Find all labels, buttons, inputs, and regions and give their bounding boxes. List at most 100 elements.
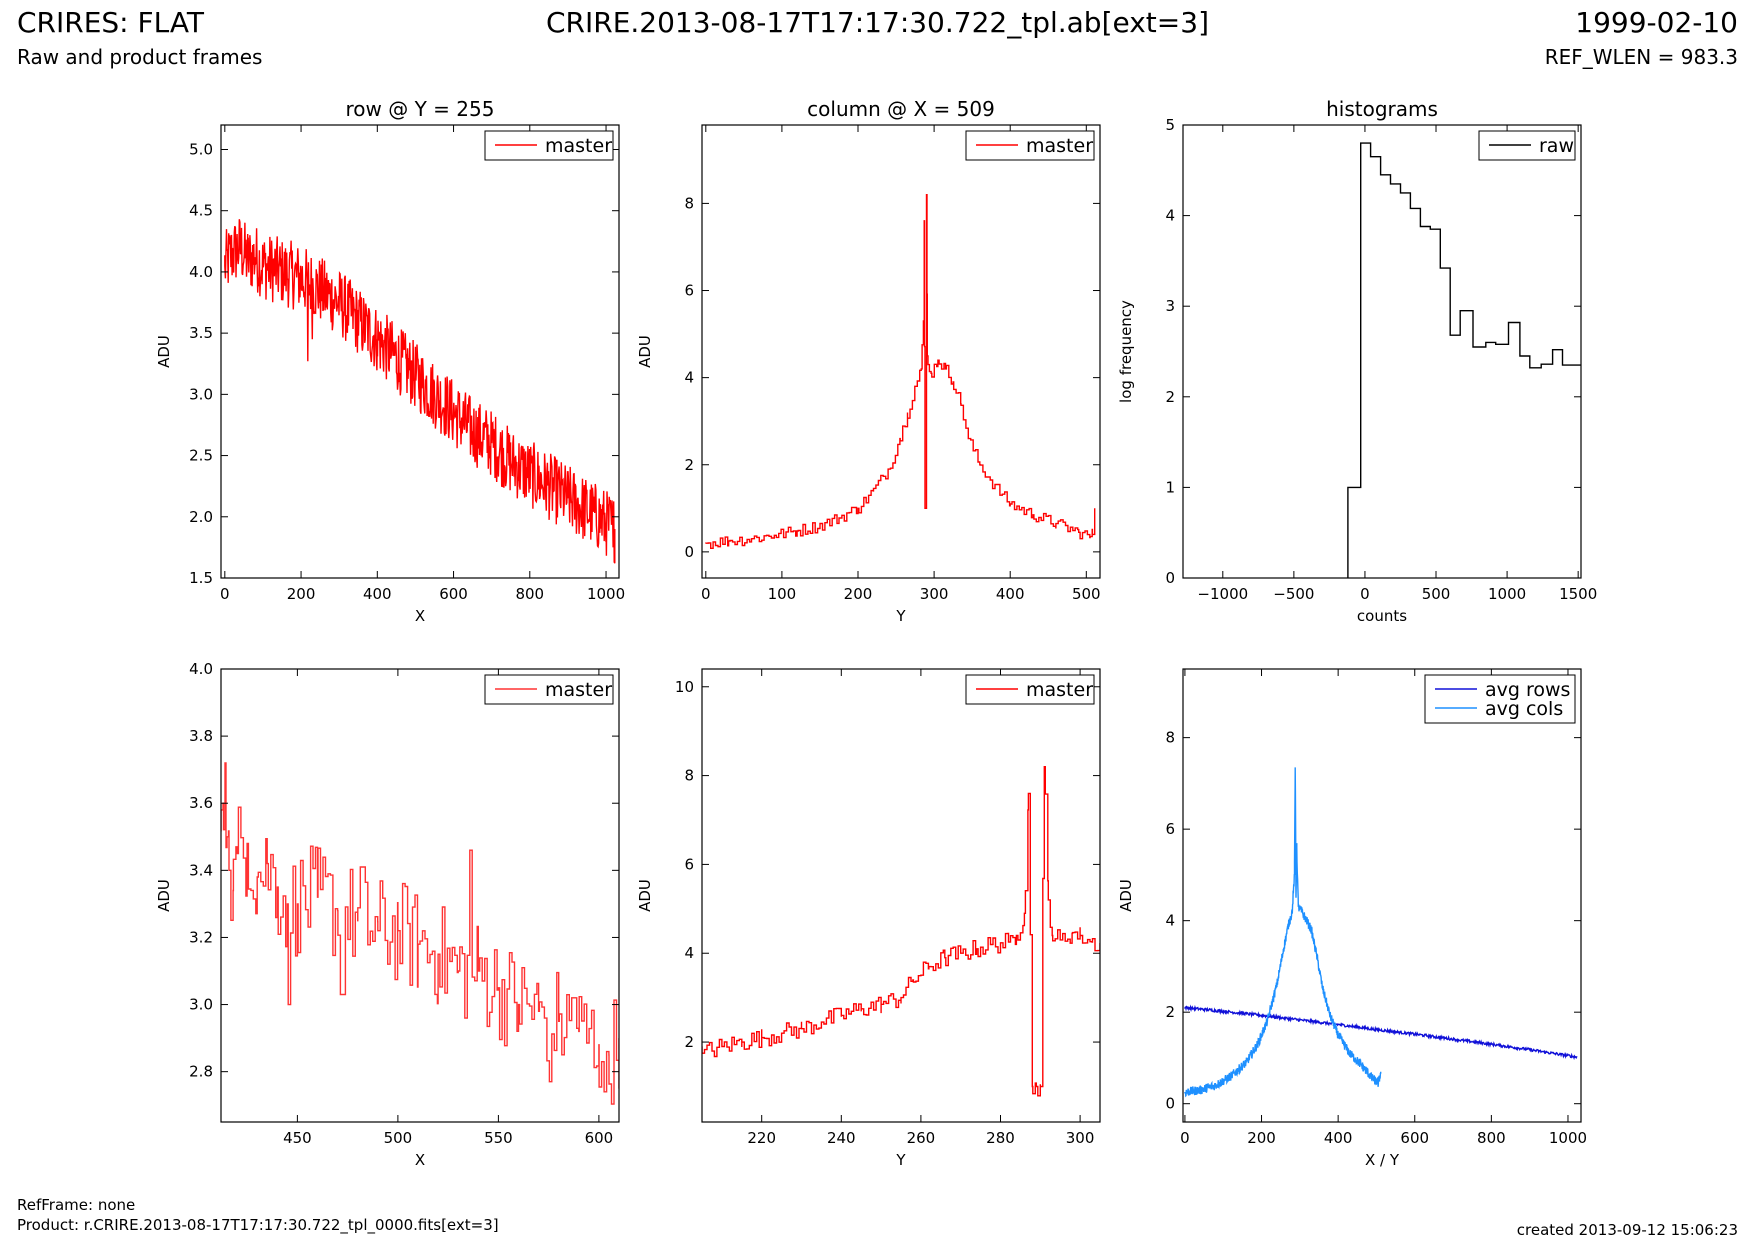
y-tick-label: 5.0 xyxy=(189,140,213,158)
y-tick-label: 1 xyxy=(1165,478,1175,496)
x-tick-label: 550 xyxy=(484,1129,513,1147)
legend: master xyxy=(484,674,614,705)
x-tick-label: 280 xyxy=(986,1129,1015,1147)
x-tick-label: 0 xyxy=(1360,585,1370,603)
x-axis-label: X xyxy=(415,607,425,625)
x-axis-label: counts xyxy=(1357,607,1407,625)
footer-product: Product: r.CRIRE.2013-08-17T17:17:30.722… xyxy=(17,1216,499,1234)
y-tick-label: 3.2 xyxy=(189,928,213,946)
plot-frame xyxy=(701,124,1101,579)
legend: raw xyxy=(1478,130,1576,161)
y-tick-label: 1.5 xyxy=(189,569,213,587)
y-tick-label: 2 xyxy=(1165,1003,1175,1021)
y-tick-label: 2 xyxy=(1165,388,1175,406)
x-tick-label: 0 xyxy=(220,585,230,603)
y-tick-label: 3.0 xyxy=(189,385,213,403)
footer-ref-frame: RefFrame: none xyxy=(17,1196,136,1214)
footer-created: created 2013-09-12 15:06:23 xyxy=(1516,1221,1738,1239)
series-line-master xyxy=(705,194,1096,549)
plot-frame xyxy=(701,668,1101,1123)
panel-title: histograms xyxy=(1326,97,1438,121)
panel-3: −1000 −500 0 500 1000 1500 0 1 2 3 4 5 histograms cou… xyxy=(1117,97,1597,625)
y-tick-label: 3.5 xyxy=(189,324,213,342)
panel-5: 220 240 260 280 300 2 4 6 8 10 Y ADU master xyxy=(636,668,1101,1169)
x-tick-label: 0 xyxy=(1180,1129,1190,1147)
y-tick-label: 3 xyxy=(1165,297,1175,315)
x-tick-label: 500 xyxy=(384,1129,413,1147)
x-tick-label: 400 xyxy=(363,585,392,603)
y-tick-label: 0 xyxy=(684,543,694,561)
y-axis-label: log frequency xyxy=(1117,300,1135,403)
x-tick-label: 220 xyxy=(747,1129,776,1147)
y-axis-label: ADU xyxy=(636,335,654,368)
x-tick-label: 200 xyxy=(1247,1129,1276,1147)
plot-frame xyxy=(220,668,620,1123)
legend-label: master xyxy=(1026,135,1093,157)
legend-label: master xyxy=(545,135,612,157)
y-tick-label: 6 xyxy=(684,855,694,873)
x-tick-label: 260 xyxy=(907,1129,936,1147)
x-tick-label: 600 xyxy=(1400,1129,1429,1147)
y-tick-label: 3.8 xyxy=(189,727,213,745)
y-axis-label: ADU xyxy=(155,879,173,912)
x-tick-label: 800 xyxy=(1477,1129,1506,1147)
y-tick-label: 4 xyxy=(1165,207,1175,225)
plot-frame xyxy=(1182,668,1582,1123)
x-tick-label: 300 xyxy=(920,585,949,603)
y-tick-label: 6 xyxy=(1165,820,1175,838)
x-tick-label: 240 xyxy=(827,1129,856,1147)
y-axis-label: ADU xyxy=(155,335,173,368)
legend: master xyxy=(965,674,1095,705)
legend-label: avg cols xyxy=(1485,698,1563,720)
series-line-avg-rows xyxy=(1184,1004,1578,1061)
y-tick-label: 2.5 xyxy=(189,447,213,465)
x-tick-label: 1500 xyxy=(1559,585,1597,603)
legend-label: master xyxy=(545,679,612,701)
x-tick-label: 800 xyxy=(515,585,544,603)
x-tick-label: −500 xyxy=(1273,585,1314,603)
series-line-master xyxy=(221,762,619,1105)
series-line-master xyxy=(702,766,1100,1097)
legend-label: master xyxy=(1026,679,1093,701)
y-tick-label: 8 xyxy=(684,194,694,212)
frame-filename: CRIRE.2013-08-17T17:17:30.722_tpl.ab[ext… xyxy=(545,6,1209,39)
y-tick-label: 8 xyxy=(684,767,694,785)
panel-title: column @ X = 509 xyxy=(807,97,995,121)
y-tick-label: 2.0 xyxy=(189,508,213,526)
legend: master xyxy=(965,130,1095,161)
y-tick-label: 4.5 xyxy=(189,202,213,220)
panel-6: 0 200 400 600 800 1000 0 2 4 6 8 X / Y ADU avg rowsav… xyxy=(1117,668,1587,1169)
x-tick-label: 200 xyxy=(844,585,873,603)
x-tick-label: 0 xyxy=(701,585,711,603)
panel-2: 0 100 200 300 400 500 0 2 4 6 8 column @ X = 509 Y AD… xyxy=(636,97,1101,625)
y-tick-label: 2.8 xyxy=(189,1063,213,1081)
x-tick-label: 450 xyxy=(283,1129,312,1147)
series-line-avg-cols xyxy=(1184,767,1382,1098)
x-tick-label: −1000 xyxy=(1197,585,1248,603)
y-tick-label: 4.0 xyxy=(189,660,213,678)
report-date: 1999-02-10 xyxy=(1575,6,1738,39)
y-tick-label: 4 xyxy=(1165,912,1175,930)
y-tick-label: 4 xyxy=(684,944,694,962)
plot-frame xyxy=(220,124,620,579)
x-tick-label: 1000 xyxy=(1488,585,1526,603)
plot-frame xyxy=(1182,124,1582,579)
ref-wavelength: REF_WLEN = 983.3 xyxy=(1544,45,1738,69)
y-tick-label: 4 xyxy=(684,369,694,387)
panel-1: 0 200 400 600 800 1000 1.5 2.0 2.5 3.0 3.5 4.0 4.5 5.… xyxy=(155,97,625,625)
x-tick-label: 400 xyxy=(1324,1129,1353,1147)
y-tick-label: 3.6 xyxy=(189,794,213,812)
x-tick-label: 1000 xyxy=(1549,1129,1587,1147)
panel-4: 450 500 550 600 2.8 3.0 3.2 3.4 3.6 3.8 4.0 X ADU mas… xyxy=(155,660,620,1169)
y-tick-label: 2 xyxy=(684,456,694,474)
y-tick-label: 3.0 xyxy=(189,996,213,1014)
y-tick-label: 0 xyxy=(1165,1095,1175,1113)
x-axis-label: X / Y xyxy=(1365,1151,1400,1169)
y-tick-label: 8 xyxy=(1165,729,1175,747)
x-tick-label: 1000 xyxy=(587,585,625,603)
y-tick-label: 0 xyxy=(1165,569,1175,587)
x-axis-label: Y xyxy=(895,1151,906,1169)
y-tick-label: 10 xyxy=(675,678,694,696)
